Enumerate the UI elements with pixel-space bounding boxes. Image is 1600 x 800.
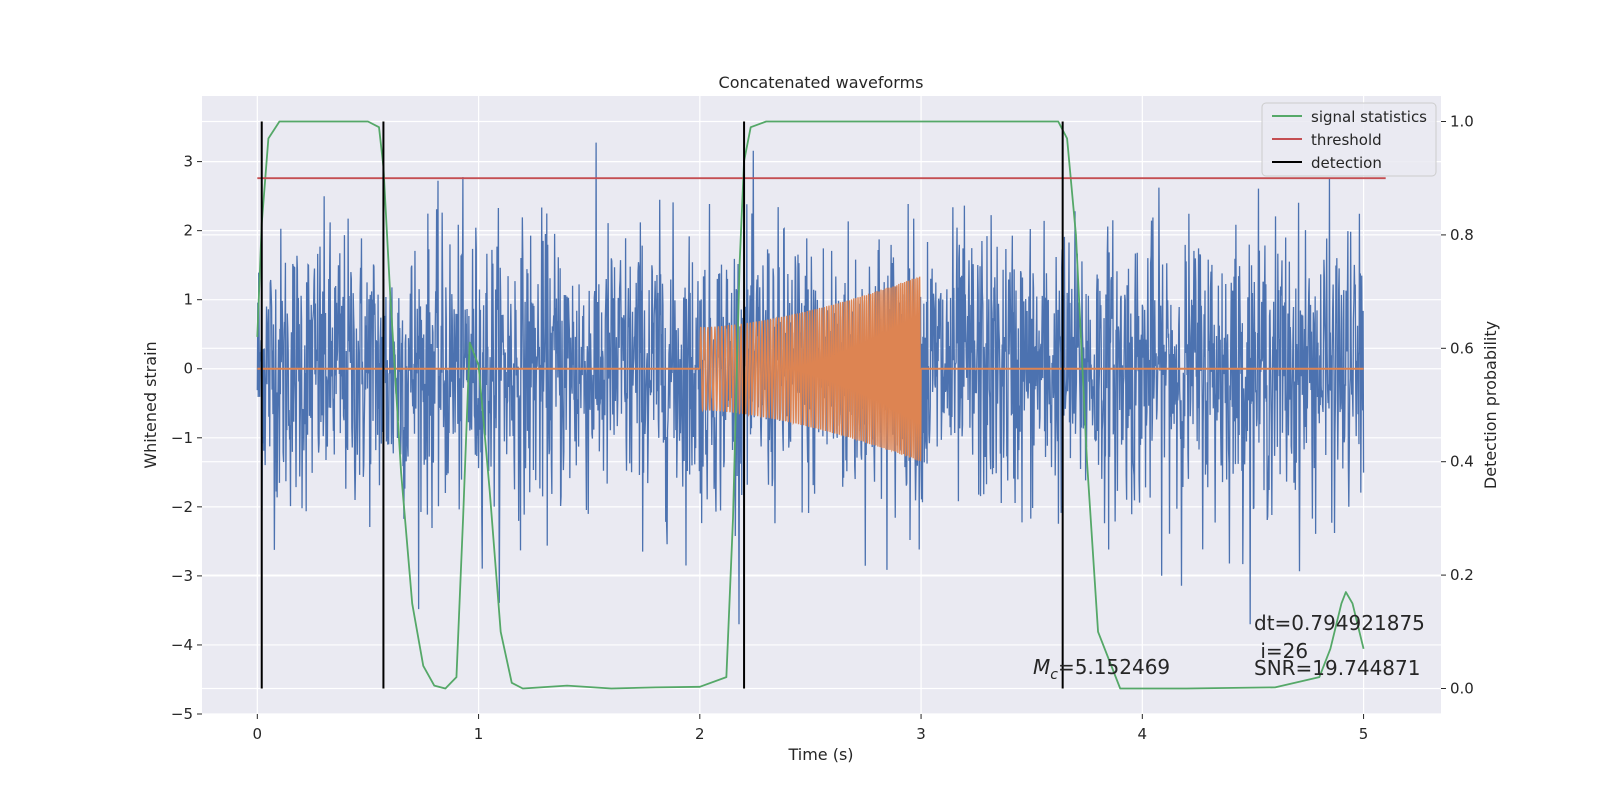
signal-statistics-line — [256, 120, 1365, 690]
y-tick-label: 3 — [183, 153, 193, 171]
annotation-i: i=26 — [1254, 639, 1308, 663]
x-tick-label: 1 — [474, 725, 484, 743]
signal-statistics-series — [256, 120, 1365, 690]
x-axis-label: Time (s) — [787, 745, 853, 764]
annotation-chirp-mass: Mc=5.152469 — [1033, 655, 1170, 683]
x-tick-label: 3 — [916, 725, 926, 743]
legend: signal statistics threshold detection — [1261, 102, 1437, 177]
y-tick-label: −2 — [171, 498, 193, 516]
legend-box — [1261, 102, 1437, 177]
y2-tick-label: 0.6 — [1450, 339, 1474, 357]
x-tick-label: 0 — [253, 725, 263, 743]
annotation-dt: dt=0.794921875 — [1254, 611, 1425, 635]
y-tick-label: −4 — [171, 636, 193, 654]
y-tick-label: 2 — [183, 222, 193, 240]
y2-tick-label: 0.4 — [1450, 453, 1474, 471]
x-tick-label: 4 — [1138, 725, 1148, 743]
y-axis-label: Whitened strain — [141, 341, 160, 468]
overlay-lines — [257, 121, 1386, 689]
legend-label-threshold: threshold — [1311, 131, 1382, 149]
annotations: dt=0.794921875 i=26 SNR=19.744871 Mc=5.1… — [1033, 611, 1425, 683]
annotation-snr: SNR=19.744871 — [1254, 656, 1420, 680]
legend-label-detection: detection — [1311, 154, 1382, 172]
legend-label-signal: signal statistics — [1311, 108, 1427, 126]
y-tick-label: −3 — [171, 567, 193, 585]
y2-axis-label: Detection probability — [1481, 321, 1500, 489]
x-tick-label: 2 — [695, 725, 705, 743]
x-ticks: 0 1 2 3 4 5 — [253, 714, 1369, 743]
y2-tick-label: 0.8 — [1450, 226, 1474, 244]
y2-tick-label: 0.0 — [1450, 679, 1474, 697]
y-tick-label: 0 — [183, 360, 193, 378]
y-tick-label: −5 — [171, 705, 193, 723]
y2-ticks: 0.0 0.2 0.4 0.6 0.8 1.0 — [1441, 113, 1474, 697]
y2-tick-label: 1.0 — [1450, 113, 1474, 131]
y-tick-label: −1 — [171, 429, 193, 447]
y-tick-label: 1 — [183, 291, 193, 309]
x-tick-label: 5 — [1359, 725, 1369, 743]
y2-tick-label: 0.2 — [1450, 566, 1474, 584]
chart-title: Concatenated waveforms — [719, 73, 924, 92]
y-ticks: −5 −4 −3 −2 −1 0 1 2 3 — [171, 153, 202, 723]
